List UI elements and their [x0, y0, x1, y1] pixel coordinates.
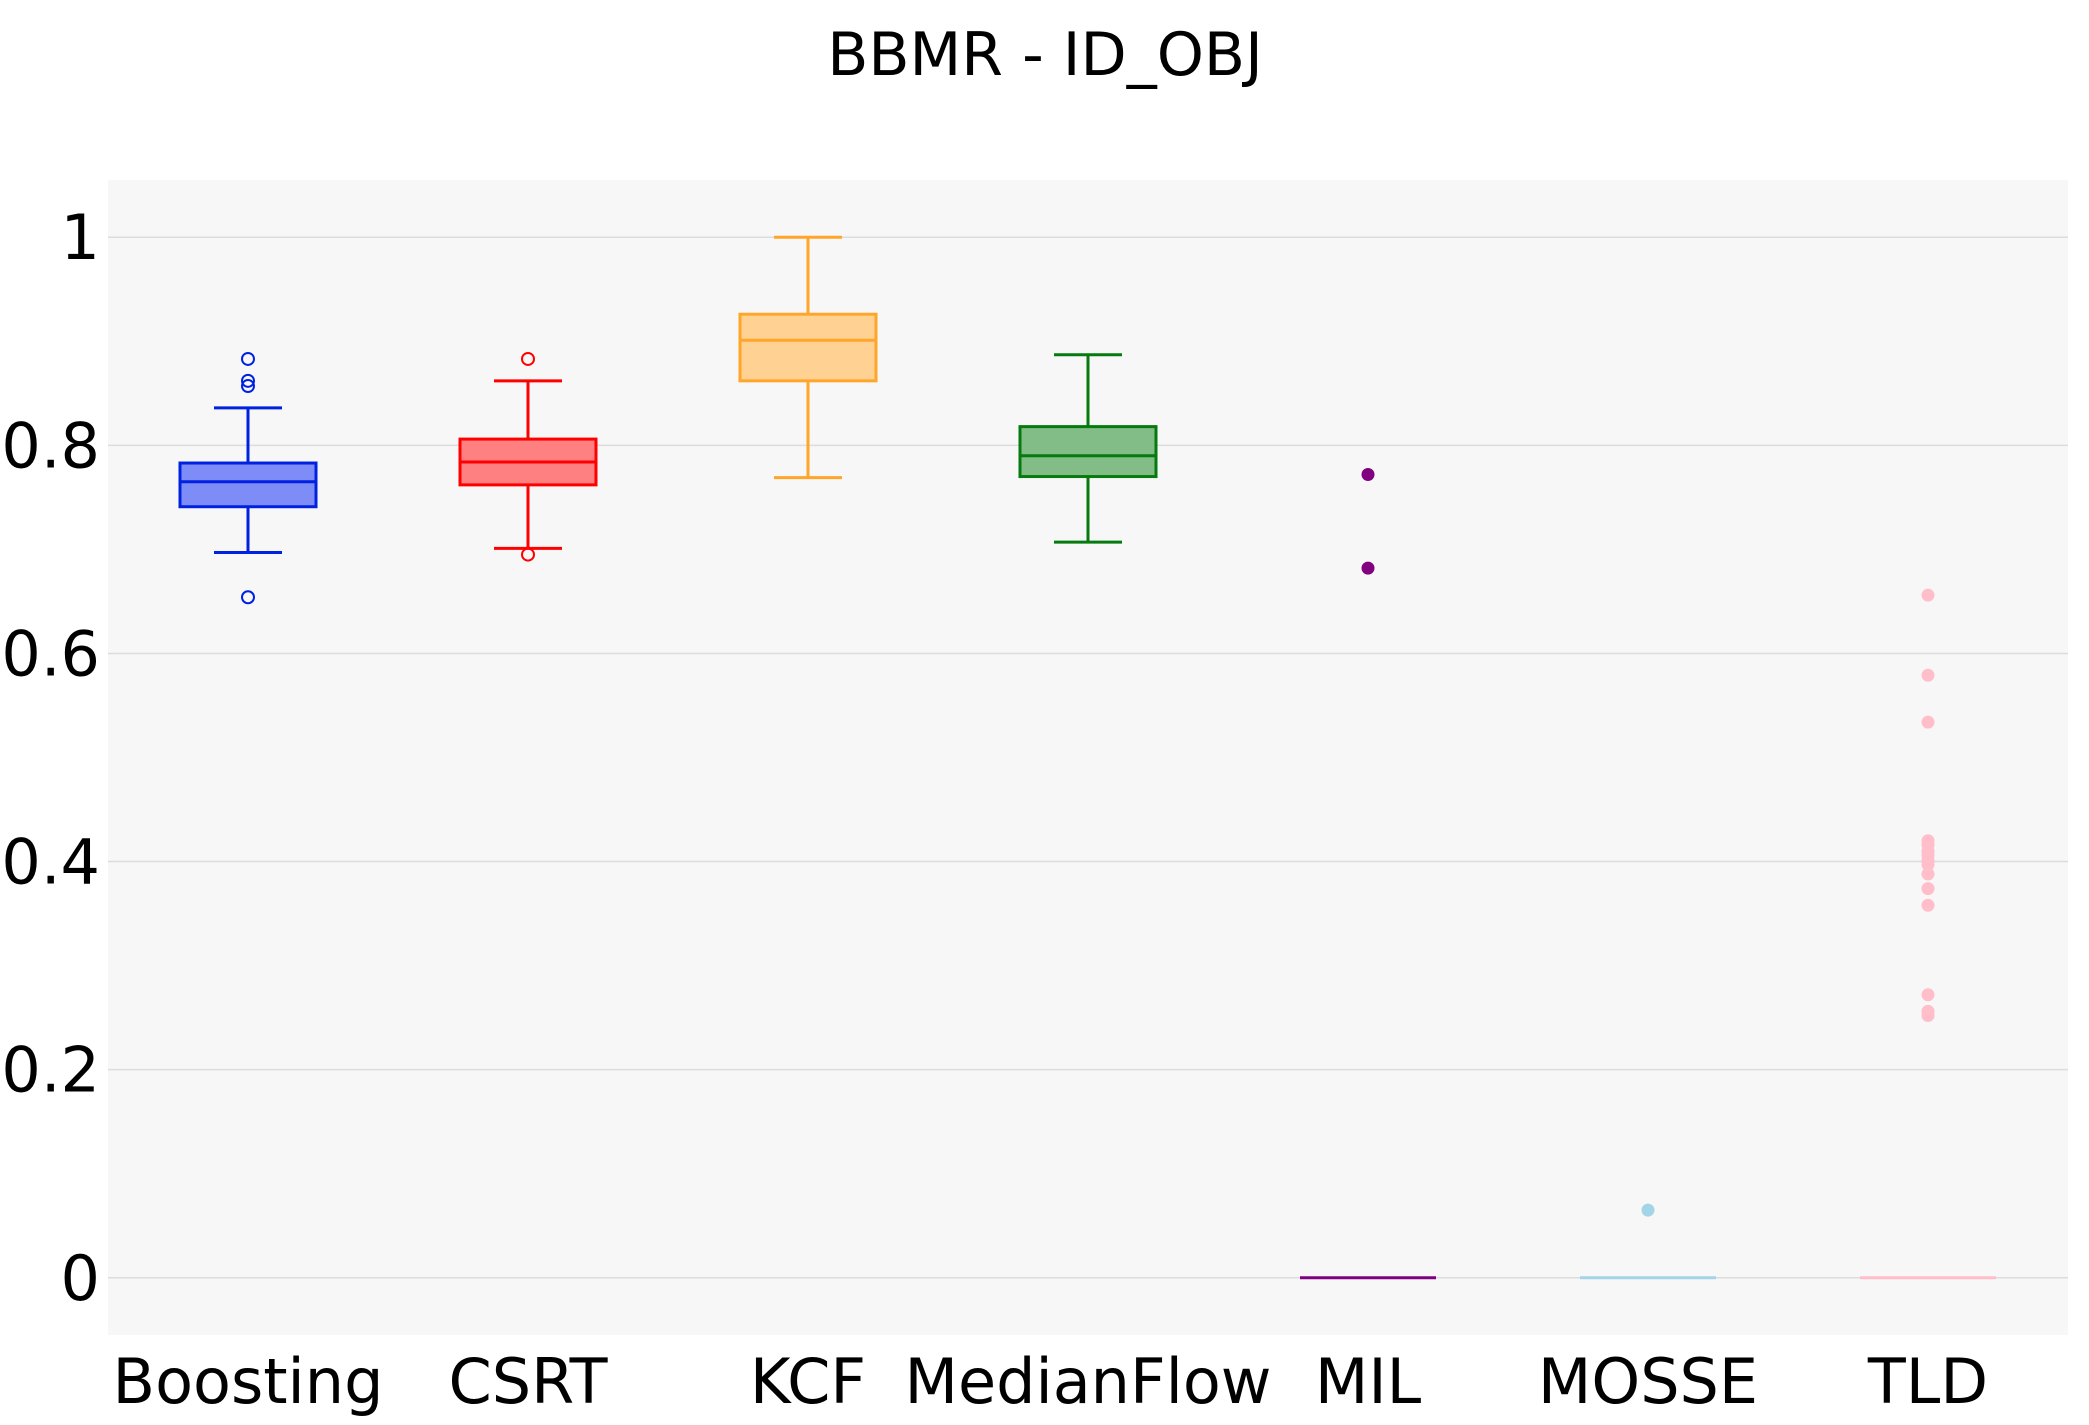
outlier-point — [1921, 858, 1935, 872]
outlier-point — [1921, 898, 1935, 912]
y-tick-label: 0 — [61, 1242, 100, 1315]
outlier-point — [1921, 867, 1935, 881]
iqr-box — [1018, 425, 1158, 479]
outlier-point — [1921, 588, 1935, 602]
y-axis-ticks: 0 0.2 0.4 0.6 0.8 1 — [1, 201, 100, 1315]
outlier-point — [1361, 561, 1375, 575]
box-mil — [1300, 467, 1436, 1280]
y-tick-label: 0.2 — [1, 1034, 100, 1107]
outlier-point — [241, 373, 255, 388]
y-tick-label: 0.6 — [1, 617, 100, 690]
outlier-point — [1921, 988, 1935, 1002]
x-tick-label: MedianFlow — [904, 1345, 1271, 1418]
outlier-point — [241, 379, 255, 394]
x-tick-label: TLD — [1867, 1345, 1988, 1418]
x-axis-ticks: Boosting CSRT KCF MedianFlow MIL MOSSE TLD — [113, 1345, 1989, 1418]
x-tick-label: MOSSE — [1538, 1345, 1758, 1418]
box-mosse — [1580, 1203, 1716, 1280]
outlier-point — [521, 351, 535, 366]
outlier-point — [1921, 668, 1935, 682]
x-tick-label: CSRT — [448, 1345, 608, 1418]
box-csrt — [458, 351, 598, 562]
x-tick-label: Boosting — [113, 1345, 384, 1418]
outlier-point — [1361, 467, 1375, 481]
box-tld — [1860, 588, 1996, 1280]
box-medianflow — [1018, 353, 1158, 544]
outlier-point — [1921, 1009, 1935, 1023]
outlier-point — [1921, 882, 1935, 896]
y-tick-label: 0.4 — [1, 826, 100, 899]
y-tick-label: 0.8 — [1, 409, 100, 482]
x-tick-label: KCF — [750, 1345, 866, 1418]
iqr-box — [178, 461, 318, 509]
outlier-point — [1921, 715, 1935, 729]
x-tick-label: MIL — [1315, 1345, 1422, 1418]
chart-title: BBMR - ID_OBJ — [827, 20, 1263, 90]
box-kcf — [738, 235, 878, 480]
outlier-point — [241, 351, 255, 366]
y-tick-label: 1 — [61, 201, 100, 274]
outlier-point — [1641, 1203, 1655, 1217]
outlier-point — [241, 590, 255, 605]
box-plots — [178, 235, 1996, 1280]
box-boosting — [178, 351, 318, 605]
plot-area — [108, 180, 2068, 1335]
iqr-box — [738, 312, 878, 383]
outlier-point — [521, 547, 535, 562]
